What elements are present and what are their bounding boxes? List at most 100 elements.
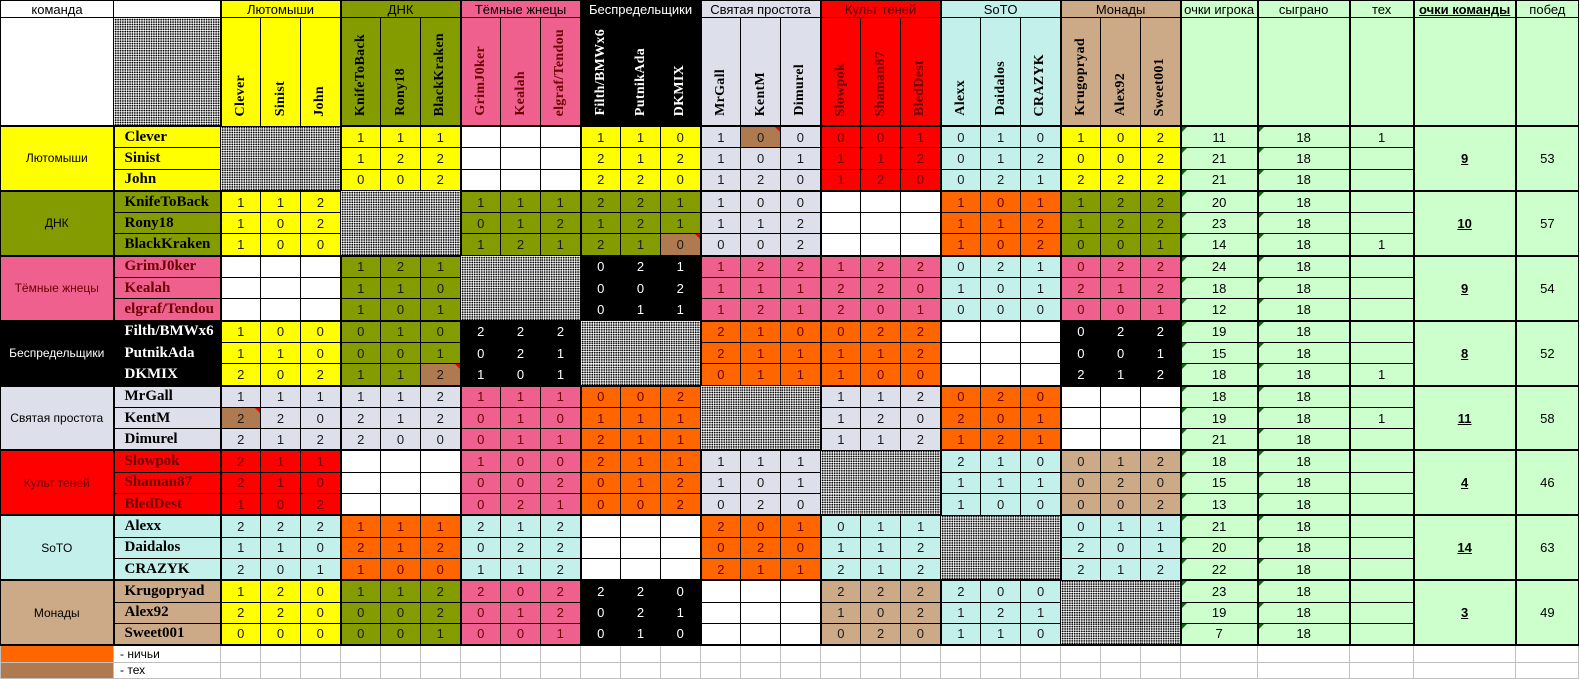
score-cell[interactable]: 0 (459, 428, 502, 451)
score-cell[interactable]: 1 (380, 319, 422, 343)
score-cell[interactable] (1100, 406, 1142, 430)
score-cell[interactable] (939, 341, 982, 365)
score-cell[interactable]: 2 (620, 212, 662, 235)
score-cell[interactable]: 2 (1100, 319, 1142, 343)
score-cell[interactable] (380, 233, 421, 256)
score-cell[interactable]: 2 (540, 557, 582, 581)
score-cell[interactable]: 2 (980, 168, 1022, 192)
score-cell[interactable]: 1 (380, 536, 422, 559)
score-cell[interactable]: 0 (900, 277, 942, 300)
score-cell[interactable]: 2 (740, 493, 782, 516)
score-cell[interactable] (620, 363, 661, 386)
score-cell[interactable] (780, 385, 821, 408)
score-cell[interactable]: 0 (1059, 514, 1102, 538)
score-cell[interactable]: 1 (819, 406, 862, 430)
score-cell[interactable] (580, 363, 621, 386)
score-cell[interactable]: 0 (579, 471, 622, 495)
score-cell[interactable] (579, 514, 622, 538)
score-cell[interactable]: 2 (540, 601, 582, 624)
score-cell[interactable] (900, 212, 942, 235)
score-cell[interactable]: 0 (459, 536, 502, 559)
score-cell[interactable]: 2 (1059, 557, 1102, 581)
score-cell[interactable]: 2 (579, 449, 622, 473)
score-cell[interactable]: 1 (1020, 428, 1062, 451)
score-cell[interactable]: 2 (1140, 277, 1182, 300)
score-cell[interactable]: 2 (339, 406, 382, 430)
score-cell[interactable]: 1 (540, 622, 582, 646)
score-cell[interactable]: 2 (380, 254, 422, 279)
score-cell[interactable] (380, 190, 421, 213)
score-cell[interactable]: 2 (540, 579, 582, 603)
score-cell[interactable] (660, 320, 701, 343)
score-cell[interactable] (980, 558, 1021, 581)
score-cell[interactable]: 0 (660, 579, 702, 603)
score-cell[interactable] (500, 255, 541, 278)
score-cell[interactable] (579, 557, 622, 581)
score-cell[interactable]: 0 (1020, 579, 1062, 603)
score-cell[interactable] (340, 212, 381, 234)
score-cell[interactable]: 2 (579, 428, 622, 451)
score-cell[interactable]: 1 (380, 384, 422, 408)
score-cell[interactable]: 1 (900, 125, 942, 149)
score-cell[interactable] (1140, 580, 1181, 603)
score-cell[interactable]: 2 (860, 406, 902, 430)
score-cell[interactable]: 1 (1100, 449, 1142, 473)
score-cell[interactable]: 0 (900, 406, 942, 430)
score-cell[interactable]: 1 (620, 622, 662, 646)
score-cell[interactable] (1060, 623, 1101, 646)
score-cell[interactable]: 2 (1140, 493, 1182, 516)
score-cell[interactable] (819, 212, 862, 235)
score-cell[interactable]: 1 (500, 514, 542, 538)
score-cell[interactable] (1100, 580, 1141, 603)
score-cell[interactable]: 0 (980, 233, 1022, 257)
score-cell[interactable]: 1 (260, 189, 301, 214)
score-cell[interactable]: 0 (1140, 471, 1182, 495)
score-cell[interactable]: 1 (980, 147, 1022, 170)
score-cell[interactable]: 2 (540, 212, 582, 235)
score-cell[interactable]: 0 (380, 557, 422, 581)
score-cell[interactable]: 1 (260, 449, 301, 473)
score-cell[interactable]: 1 (660, 428, 702, 451)
score-cell[interactable]: 1 (1100, 363, 1142, 387)
score-cell[interactable]: 1 (1020, 471, 1062, 495)
score-cell[interactable] (940, 537, 981, 559)
score-cell[interactable] (500, 277, 541, 299)
score-cell[interactable]: 2 (579, 147, 622, 170)
score-cell[interactable] (1060, 580, 1101, 603)
score-cell[interactable]: 0 (900, 168, 942, 192)
score-cell[interactable] (699, 622, 742, 646)
score-cell[interactable]: 1 (459, 233, 502, 257)
score-cell[interactable]: 1 (620, 449, 662, 473)
score-cell[interactable] (620, 536, 662, 559)
score-cell[interactable]: 2 (579, 233, 622, 257)
score-cell[interactable] (500, 125, 542, 149)
score-cell[interactable] (620, 514, 662, 538)
score-cell[interactable]: 0 (299, 579, 342, 603)
score-cell[interactable]: 2 (540, 536, 582, 559)
score-cell[interactable]: 0 (260, 557, 301, 581)
score-cell[interactable]: 0 (459, 471, 502, 495)
score-cell[interactable]: 0 (620, 277, 662, 300)
score-cell[interactable]: 0 (939, 254, 982, 279)
score-cell[interactable]: 0 (380, 298, 422, 322)
score-cell[interactable]: 0 (780, 493, 822, 516)
score-cell[interactable] (900, 189, 942, 214)
score-cell[interactable]: 2 (299, 212, 342, 235)
score-cell[interactable]: 1 (620, 428, 662, 451)
score-cell[interactable]: 0 (260, 233, 301, 257)
score-cell[interactable] (580, 342, 621, 364)
score-cell[interactable]: 0 (420, 319, 462, 343)
score-cell[interactable]: 2 (620, 189, 662, 214)
score-cell[interactable] (860, 450, 901, 473)
score-cell[interactable]: 1 (819, 536, 862, 559)
score-cell[interactable]: 1 (380, 579, 422, 603)
score-cell[interactable] (300, 147, 341, 170)
score-cell[interactable]: 0 (939, 147, 982, 170)
score-cell[interactable]: 1 (1140, 536, 1182, 559)
score-cell[interactable]: 2 (1140, 125, 1182, 149)
score-cell[interactable]: 1 (459, 557, 502, 581)
score-cell[interactable]: 0 (459, 212, 502, 235)
score-cell[interactable]: 2 (980, 601, 1022, 624)
score-cell[interactable]: 2 (579, 579, 622, 603)
score-cell[interactable] (780, 579, 822, 603)
